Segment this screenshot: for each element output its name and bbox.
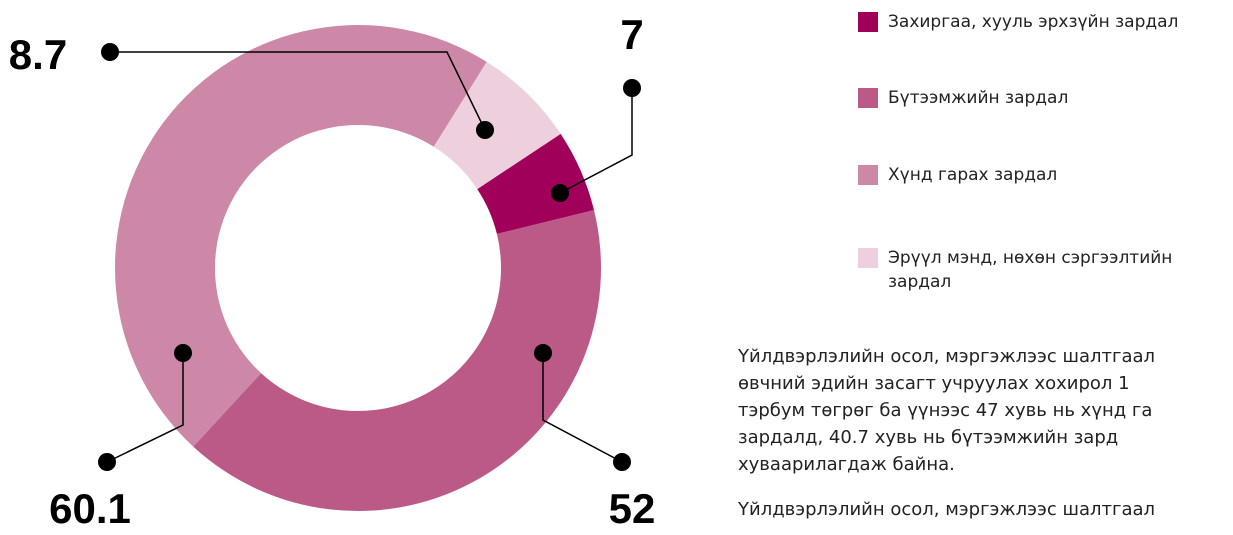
text-line: Үйлдвэрлэлийн осол, мэргэжлээс шалтгаал [738, 346, 1156, 367]
leader-dot [623, 79, 641, 97]
value-label: 52 [609, 485, 656, 532]
chart: 7 52 60.1 8.7 [9, 11, 656, 532]
legend-swatch [858, 248, 878, 268]
legend-swatch [858, 88, 878, 108]
donut-segment [114, 24, 487, 447]
legend-item: Эрүүл мэнд, нөхөн сэргээлтийн зардал [858, 246, 1218, 294]
leader-dot [613, 453, 631, 471]
text-line: өвчний эдийн засагт учруулах хохирол 1 [738, 373, 1130, 394]
legend-label: Захиргаа, хууль эрхзүйн зардал [888, 12, 1179, 32]
text-line: хуваарилагдаж байна. [738, 454, 955, 475]
legend-label: Бүтээмжийн зардал [888, 88, 1069, 108]
legend-item: Бүтээмжийн зардал [858, 86, 1218, 110]
leader-line [559, 88, 633, 194]
legend-label: Эрүүл мэнд, нөхөн сэргээлтийн зардал [888, 248, 1173, 292]
legend-swatch [858, 12, 878, 32]
legend-label: Хүнд гарах зардал [888, 165, 1058, 185]
body-text: Үйлдвэрлэлийн осол, мэргэжлээс шалтгаал ө… [738, 343, 1233, 523]
leader-dot [476, 121, 494, 139]
text-line: Үйлдвэрлэлийн осол, мэргэжлээс шалтгаал [738, 499, 1156, 520]
leader-line [106, 353, 184, 463]
leader-line [542, 353, 623, 463]
legend-item: Хүнд гарах зардал [858, 163, 1218, 187]
text-line: зардалд, 40.7 хувь нь бүтээмжийн зард [738, 427, 1119, 448]
leader-line [110, 51, 486, 131]
value-label: 8.7 [9, 31, 67, 78]
donut-segment [433, 61, 561, 190]
leader-dot [98, 453, 116, 471]
value-label: 7 [620, 11, 643, 58]
legend-item: Захиргаа, хууль эрхзүйн зардал [858, 10, 1218, 34]
leader-dot [101, 43, 119, 61]
legend-swatch [858, 165, 878, 185]
leader-dot [551, 184, 569, 202]
donut-segment [477, 133, 595, 234]
donut-segment [193, 210, 601, 511]
leader-dot [534, 344, 552, 362]
text-line: тэрбум төгрөг ба үүнээс 47 хувь нь хүнд … [738, 400, 1153, 421]
leader-dot [174, 344, 192, 362]
value-label: 60.1 [49, 485, 131, 532]
